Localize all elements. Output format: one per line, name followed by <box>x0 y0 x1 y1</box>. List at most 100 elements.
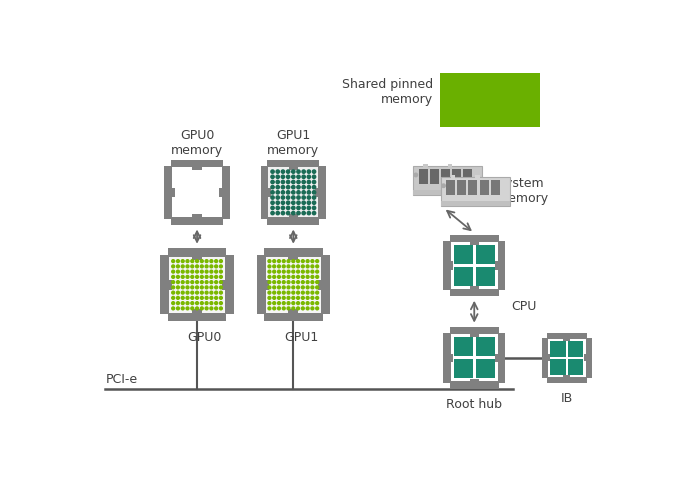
Circle shape <box>200 260 203 263</box>
Circle shape <box>302 206 305 210</box>
Circle shape <box>292 276 295 278</box>
Circle shape <box>268 265 271 268</box>
Circle shape <box>276 175 279 179</box>
Circle shape <box>172 260 174 263</box>
Bar <box>491 180 500 195</box>
Bar <box>470 241 479 245</box>
Bar <box>267 160 319 168</box>
Circle shape <box>276 191 279 194</box>
Circle shape <box>302 281 304 284</box>
Circle shape <box>220 291 223 294</box>
Circle shape <box>287 260 290 263</box>
Circle shape <box>191 297 194 300</box>
Circle shape <box>277 286 281 289</box>
Circle shape <box>200 281 203 284</box>
Circle shape <box>316 276 318 278</box>
Bar <box>444 241 451 290</box>
Circle shape <box>200 286 203 289</box>
Circle shape <box>286 175 290 179</box>
Circle shape <box>297 170 300 173</box>
Bar <box>160 255 169 314</box>
Text: Root hub: Root hub <box>447 398 503 411</box>
Circle shape <box>312 180 316 184</box>
Circle shape <box>311 281 314 284</box>
Bar <box>413 190 482 195</box>
Circle shape <box>176 260 179 263</box>
Bar <box>586 338 592 378</box>
Circle shape <box>292 302 295 305</box>
Circle shape <box>297 180 300 184</box>
Circle shape <box>210 260 213 263</box>
Circle shape <box>307 201 311 204</box>
Circle shape <box>210 286 213 289</box>
Bar <box>171 188 175 197</box>
Circle shape <box>302 302 304 305</box>
Circle shape <box>306 286 309 289</box>
Circle shape <box>287 276 290 278</box>
Circle shape <box>316 281 318 284</box>
Bar <box>563 375 570 378</box>
Bar <box>563 338 570 341</box>
Bar <box>547 333 587 339</box>
Circle shape <box>311 276 314 278</box>
Circle shape <box>286 170 290 173</box>
Circle shape <box>292 286 295 289</box>
Circle shape <box>286 191 290 194</box>
Circle shape <box>312 191 316 194</box>
Circle shape <box>220 307 223 310</box>
Bar <box>267 188 271 197</box>
Circle shape <box>286 206 290 210</box>
Bar <box>441 169 450 184</box>
Text: GPU0: GPU0 <box>188 331 222 344</box>
Bar <box>448 165 452 168</box>
Circle shape <box>172 291 174 294</box>
Bar <box>172 168 222 217</box>
Circle shape <box>306 291 309 294</box>
Circle shape <box>195 302 199 305</box>
Circle shape <box>215 307 218 310</box>
Circle shape <box>220 281 223 284</box>
Bar <box>449 327 499 335</box>
Circle shape <box>172 265 174 268</box>
Circle shape <box>302 276 304 278</box>
Bar <box>568 341 583 357</box>
Circle shape <box>205 297 208 300</box>
Circle shape <box>277 265 281 268</box>
Bar <box>475 175 480 179</box>
Circle shape <box>220 286 223 289</box>
Circle shape <box>306 260 309 263</box>
Circle shape <box>316 260 318 263</box>
Circle shape <box>302 286 304 289</box>
Circle shape <box>181 270 184 273</box>
Circle shape <box>277 260 281 263</box>
Bar <box>498 241 505 290</box>
Bar <box>444 333 451 383</box>
Circle shape <box>172 281 174 284</box>
Circle shape <box>191 276 194 278</box>
Circle shape <box>297 175 300 179</box>
Circle shape <box>186 260 189 263</box>
Bar <box>192 310 202 314</box>
Circle shape <box>277 302 281 305</box>
Circle shape <box>302 180 305 184</box>
Circle shape <box>176 291 179 294</box>
Circle shape <box>186 297 189 300</box>
Circle shape <box>297 191 300 194</box>
Bar <box>440 73 540 127</box>
Circle shape <box>276 211 279 215</box>
Circle shape <box>281 206 285 210</box>
Bar <box>288 256 298 260</box>
Bar <box>430 169 439 184</box>
Circle shape <box>205 291 208 294</box>
Circle shape <box>312 170 316 173</box>
Circle shape <box>281 185 285 189</box>
Bar <box>219 188 223 197</box>
Circle shape <box>205 270 208 273</box>
Circle shape <box>297 265 300 268</box>
Circle shape <box>311 302 314 305</box>
Circle shape <box>292 201 295 204</box>
Text: System
memory: System memory <box>497 177 550 205</box>
Circle shape <box>205 281 208 284</box>
Bar <box>449 381 499 389</box>
Circle shape <box>277 276 281 278</box>
